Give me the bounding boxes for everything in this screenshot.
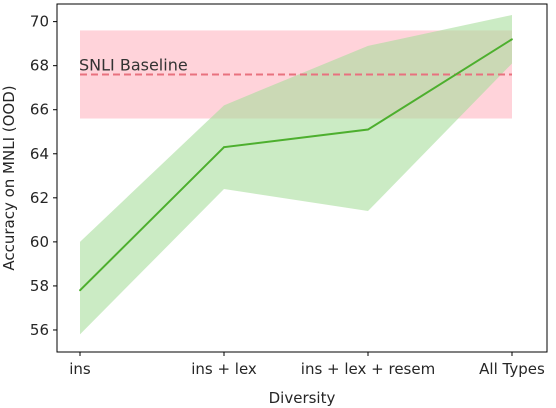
data-point	[223, 146, 225, 149]
x-tick-label: ins	[69, 360, 91, 378]
baseline-label: SNLI Baseline	[79, 55, 188, 74]
y-axis-label: Accuracy on MNLI (OOD)	[0, 85, 18, 270]
x-tick-label: ins + lex	[191, 360, 257, 378]
y-tick-label: 64	[30, 145, 49, 163]
y-tick-label: 66	[30, 101, 49, 119]
x-axis-label: Diversity	[269, 389, 336, 407]
plot-frame	[56, 3, 548, 353]
data-point	[79, 289, 81, 292]
y-tick-label: 68	[30, 57, 49, 75]
plot-area	[79, 15, 513, 335]
y-tick-label: 56	[30, 321, 49, 339]
y-tick-label: 70	[30, 13, 49, 31]
y-tick-label: 58	[30, 277, 49, 295]
y-tick-label: 62	[30, 189, 49, 207]
x-tick-label: ins + lex + resem	[301, 360, 435, 378]
x-tick-label: All Types	[479, 360, 545, 378]
confidence-band-0	[80, 15, 512, 335]
data-point	[367, 128, 369, 131]
y-tick-label: 60	[30, 233, 49, 251]
data-point	[511, 38, 513, 41]
series-line-0	[79, 38, 513, 292]
axes: 56 58 60 62 64 66 68 70 ins ins + lex ins + lex + …	[30, 13, 545, 378]
